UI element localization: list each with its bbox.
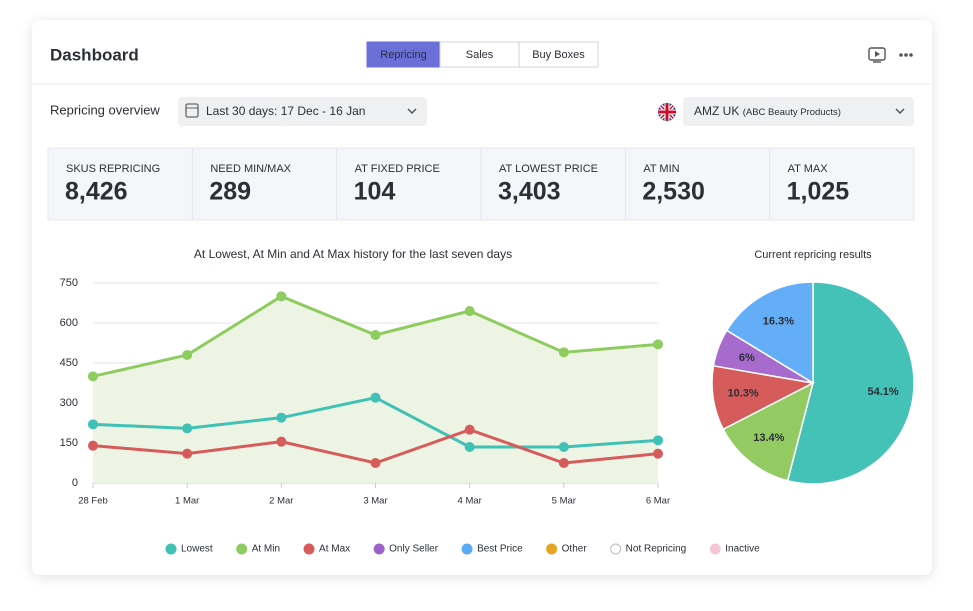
y-tick-label: 150 xyxy=(60,437,78,449)
y-tick-label: 300 xyxy=(60,397,78,409)
pie-slice xyxy=(722,381,815,482)
point xyxy=(88,440,98,451)
legend-label: At Min xyxy=(252,544,280,555)
area xyxy=(93,296,658,483)
point xyxy=(558,347,569,358)
present-icon[interactable] xyxy=(868,47,886,63)
point xyxy=(558,442,569,452)
legend-label: Only Seller xyxy=(389,544,439,555)
legend-swatch xyxy=(165,543,177,555)
stat-label: SKUS REPRICING xyxy=(66,163,160,175)
point xyxy=(88,419,98,430)
stat-label: NEED MIN/MAX xyxy=(210,163,291,175)
account-dropdown[interactable]: AMZ UK (ABC Beauty Products) xyxy=(683,97,914,126)
pie-slice xyxy=(725,281,814,385)
pie-slice xyxy=(786,281,915,485)
point xyxy=(182,423,193,434)
x-tick-label: 2 Mar xyxy=(269,496,293,507)
slice-label: 10.3% xyxy=(728,388,759,400)
point xyxy=(370,392,381,403)
tab[interactable] xyxy=(366,41,441,68)
x-tick-label: 5 Mar xyxy=(552,496,576,507)
legend-label: Not Repricing xyxy=(626,544,687,555)
stat-label: AT LOWEST PRICE xyxy=(499,163,598,175)
legend-label: At Max xyxy=(319,544,350,555)
y-tick-label: 0 xyxy=(72,477,78,489)
section-label: Repricing overview xyxy=(50,102,160,117)
x-tick-label: 3 Mar xyxy=(363,496,387,507)
point xyxy=(464,442,475,452)
tab-label[interactable]: Buy Boxes xyxy=(532,49,585,61)
legend-label: Inactive xyxy=(725,544,760,555)
stat-value: 1,025 xyxy=(787,178,850,206)
y-tick-label: 450 xyxy=(60,357,78,369)
point xyxy=(464,424,475,435)
legend-label: Other xyxy=(562,544,588,555)
point xyxy=(88,371,98,382)
legend-swatch xyxy=(709,543,721,555)
stat-value: 2,530 xyxy=(642,178,705,206)
stat-value: 8,426 xyxy=(65,178,128,206)
point xyxy=(653,448,663,459)
point xyxy=(182,448,193,459)
tab-label[interactable]: Repricing xyxy=(380,49,426,61)
account: AMZ UK (ABC Beauty Products) xyxy=(694,104,841,118)
date-range: Last 30 days: 17 Dec - 16 Jan xyxy=(206,104,365,118)
more-icon[interactable] xyxy=(899,53,913,57)
account-detail: (ABC Beauty Products) xyxy=(743,107,841,118)
slice-label: 16.3% xyxy=(763,315,794,327)
x-tick-label: 4 Mar xyxy=(458,496,482,507)
tab-label[interactable]: Sales xyxy=(466,49,494,61)
point xyxy=(464,306,475,316)
slice-label: 13.4% xyxy=(753,432,784,444)
point xyxy=(182,350,193,360)
stat-label: AT MIN xyxy=(643,163,679,175)
legend-swatch xyxy=(546,543,558,555)
legend-swatch xyxy=(610,543,622,555)
legend-swatch xyxy=(236,543,248,555)
stat-value: 104 xyxy=(354,178,396,206)
point xyxy=(370,458,381,468)
legend-swatch xyxy=(373,543,385,555)
legend-label: Best Price xyxy=(477,544,523,555)
tab[interactable] xyxy=(518,41,599,68)
point xyxy=(653,435,663,446)
account-name: AMZ UK xyxy=(694,104,739,118)
y-tick-label: 600 xyxy=(60,317,78,329)
point xyxy=(276,291,287,302)
point xyxy=(276,412,287,423)
slice-label: 54.1% xyxy=(868,386,899,398)
page-title: Dashboard xyxy=(50,45,139,64)
legend-swatch xyxy=(303,543,315,555)
x-tick-label: 1 Mar xyxy=(175,496,199,507)
x-tick-label: 28 Feb xyxy=(78,496,108,507)
stat-value: 289 xyxy=(209,178,251,206)
chart-title: Current repricing results xyxy=(754,249,872,261)
date-dropdown[interactable]: Last 30 days: 17 Dec - 16 Jan xyxy=(178,97,427,126)
legend-label: Lowest xyxy=(181,544,213,555)
slice-label: 6% xyxy=(739,352,755,364)
chart-title: At Lowest, At Min and At Max history for… xyxy=(194,247,512,261)
stat-label: AT MAX xyxy=(788,163,829,175)
stat-label: AT FIXED PRICE xyxy=(355,163,440,175)
legend-swatch xyxy=(461,543,473,555)
y-tick-label: 750 xyxy=(60,277,78,289)
point xyxy=(558,458,569,468)
point xyxy=(370,330,381,340)
point xyxy=(276,436,287,447)
stat-value: 3,403 xyxy=(498,178,561,206)
point xyxy=(653,339,663,350)
x-tick-label: 6 Mar xyxy=(646,496,670,507)
